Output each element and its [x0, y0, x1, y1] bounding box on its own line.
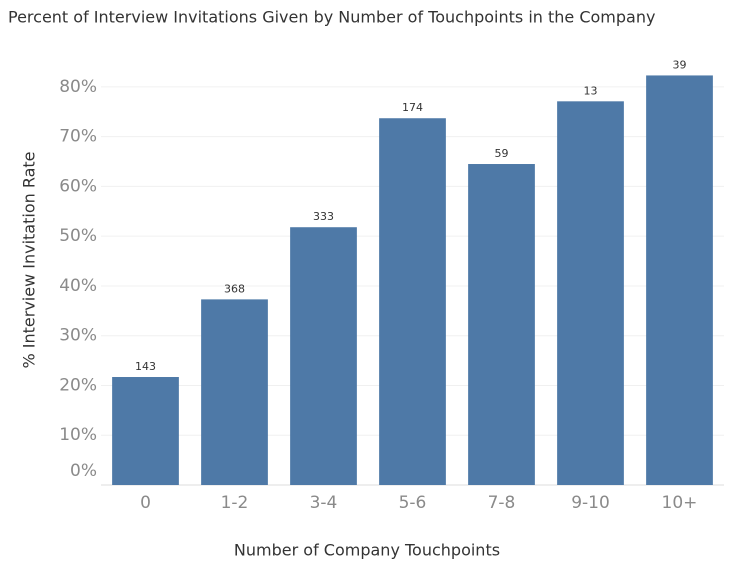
y-tick-label: 40%: [59, 276, 97, 296]
bar: [557, 101, 624, 485]
x-tick-label: 3-4: [310, 493, 338, 513]
x-tick-label: 7-8: [488, 493, 516, 513]
y-tick-label: 70%: [59, 127, 97, 147]
bar-count-label: 13: [584, 84, 598, 97]
x-tick-label: 9-10: [571, 493, 610, 513]
chart-title: Percent of Interview Invitations Given b…: [8, 8, 655, 27]
bar: [290, 227, 357, 486]
y-axis-label: % Interview Invitation Rate: [20, 151, 39, 368]
bar: [646, 75, 713, 486]
x-tick-label: 10+: [662, 493, 698, 513]
y-tick-label: 30%: [59, 326, 97, 346]
y-tick-label: 10%: [59, 425, 97, 445]
x-axis-label: Number of Company Touchpoints: [234, 541, 500, 560]
bar-count-label: 368: [224, 282, 245, 295]
bar-count-label: 39: [673, 58, 687, 71]
y-tick-label: 60%: [59, 176, 97, 196]
bar: [468, 164, 535, 486]
bar-count-label: 143: [135, 360, 156, 373]
x-tick-label: 0: [140, 493, 151, 513]
y-tick-label: 0%: [70, 461, 97, 481]
bar: [201, 299, 268, 485]
bar-count-label: 59: [495, 147, 509, 160]
bar: [379, 118, 446, 485]
y-tick-label: 80%: [59, 77, 97, 97]
y-tick-label: 50%: [59, 226, 97, 246]
x-tick-label: 1-2: [221, 493, 249, 513]
y-tick-label: 20%: [59, 375, 97, 395]
bar-count-label: 174: [402, 101, 423, 114]
bar: [112, 377, 179, 485]
x-tick-label: 5-6: [399, 493, 427, 513]
bar-count-label: 333: [313, 210, 334, 223]
